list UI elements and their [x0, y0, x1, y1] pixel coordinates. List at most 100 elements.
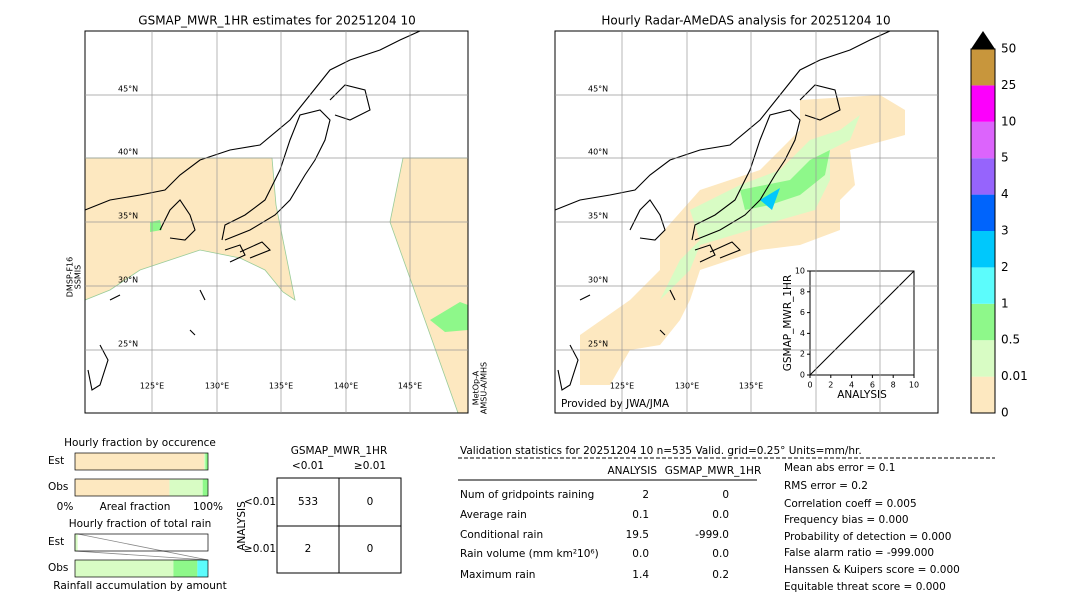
score: RMS error = 0.2: [784, 480, 868, 492]
fraction-bar: [75, 453, 205, 470]
colorbar-label: 25: [1001, 78, 1016, 92]
x-tick-label: 6: [870, 381, 875, 390]
coastline: [694, 244, 716, 263]
cell: 533: [298, 496, 318, 508]
coastline: [554, 30, 891, 211]
fraction-bar: [173, 560, 198, 577]
y-tick-label: 2: [800, 350, 805, 359]
score: Frequency bias = 0.000: [784, 514, 909, 526]
col-header: <0.01: [292, 460, 324, 472]
axis-label: 0%: [57, 501, 74, 513]
cell: 0: [367, 543, 374, 555]
coastline: [709, 241, 741, 259]
scatter-y-label: GSMAP_MWR_1HR: [782, 275, 794, 371]
lon-label: 140°E: [334, 382, 358, 391]
lat-label: 40°N: [118, 148, 138, 157]
row-label: Rain volume (mm km²10⁶): [460, 548, 599, 560]
coastline: [629, 199, 666, 241]
coastline: [669, 289, 676, 301]
row-label: Obs: [48, 481, 68, 493]
col-header: ≥0.01: [354, 460, 386, 472]
cell: 0.2: [712, 569, 729, 581]
rain-area: [150, 220, 162, 232]
diagonal: [809, 270, 915, 376]
cell: 2: [642, 489, 649, 501]
lat-label: 30°N: [588, 276, 608, 285]
y-tick-label: 10: [795, 267, 805, 276]
row-label: Est: [48, 536, 64, 548]
y-tick-label: 4: [800, 329, 805, 338]
x-tick-label: 8: [891, 381, 896, 390]
panel-footer: Rainfall accumulation by amount: [53, 580, 226, 592]
coastline: [159, 199, 196, 241]
cell: 0.0: [632, 548, 649, 560]
colorbar-frame: [970, 48, 996, 414]
fraction-bar: [75, 534, 78, 551]
coastline: [659, 329, 666, 336]
coastline: [691, 109, 801, 241]
cell: 0: [367, 496, 374, 508]
coastline: [87, 344, 109, 391]
score: Equitable threat score = 0.000: [784, 581, 946, 593]
coastline: [579, 294, 591, 301]
axis-label: Areal fraction: [100, 501, 171, 513]
bar-frame: [74, 533, 209, 552]
colorbar-extend: [971, 31, 995, 49]
cell: 2: [305, 543, 312, 555]
score: False alarm ratio = -999.000: [784, 547, 934, 559]
coastline: [224, 244, 246, 263]
colorbar-band: [971, 231, 995, 268]
swath: [84, 157, 296, 301]
row-header: ≥0.01: [244, 543, 276, 555]
lat-label: 35°N: [118, 212, 138, 221]
lat-label: 25°N: [588, 340, 608, 349]
panel-title: Hourly fraction of total rain: [69, 518, 212, 530]
coastline: [109, 294, 121, 301]
bar-frame: [74, 452, 209, 471]
left-map-title: GSMAP_MWR_1HR estimates for 20251204 10: [138, 14, 415, 28]
y-tick-label: 0: [800, 371, 805, 380]
table-title: GSMAP_MWR_1HR: [291, 445, 387, 457]
coastline: [84, 30, 421, 211]
colorbar-label: 0.5: [1001, 333, 1020, 347]
credit: Provided by JWA/JMA: [561, 398, 670, 410]
lon-label: 145°E: [398, 382, 422, 391]
coastline: [329, 84, 371, 121]
lon-label: 135°E: [269, 382, 293, 391]
colorbar-label: 0: [1001, 406, 1009, 420]
coastlines: [84, 30, 891, 391]
colorbar-label: 10: [1001, 114, 1016, 128]
cell: 0.0: [712, 509, 729, 521]
coastline: [557, 344, 579, 391]
sensor-note: AMSU-A/MHS: [480, 362, 489, 414]
row-label: Num of gridpoints raining: [460, 489, 594, 501]
colorbar-band: [971, 194, 995, 231]
colorbar-band: [971, 49, 995, 86]
x-tick-label: 0: [807, 381, 812, 390]
fraction-bar: [205, 453, 208, 470]
bar-frame: [74, 559, 209, 578]
lon-label: 135°E: [739, 382, 763, 391]
score: Correlation coeff = 0.005: [784, 498, 917, 510]
cell: 19.5: [626, 529, 649, 541]
row-label: Obs: [48, 562, 68, 574]
coastline: [799, 84, 841, 121]
fraction-bar: [202, 479, 208, 496]
x-tick-label: 4: [849, 381, 854, 390]
rain-area: [430, 302, 468, 332]
colorbar-band: [971, 376, 995, 413]
colorbar-label: 50: [1001, 42, 1016, 56]
axis-label: 100%: [193, 501, 223, 513]
score: Mean abs error = 0.1: [784, 462, 895, 474]
score: Probability of detection = 0.000: [784, 531, 951, 543]
row-axis: ANALYSIS: [236, 501, 248, 551]
lon-label: 125°E: [140, 382, 164, 391]
y-tick-label: 6: [800, 308, 805, 317]
sensor-note: DMSP-F16: [66, 257, 75, 297]
lat-label: 35°N: [588, 212, 608, 221]
fraction-bar: [197, 560, 208, 577]
colorbar-label: 0.01: [1001, 369, 1028, 383]
row-label: Est: [48, 455, 64, 467]
panel-title: Hourly fraction by occurence: [64, 437, 216, 449]
fraction-bar: [204, 453, 206, 470]
